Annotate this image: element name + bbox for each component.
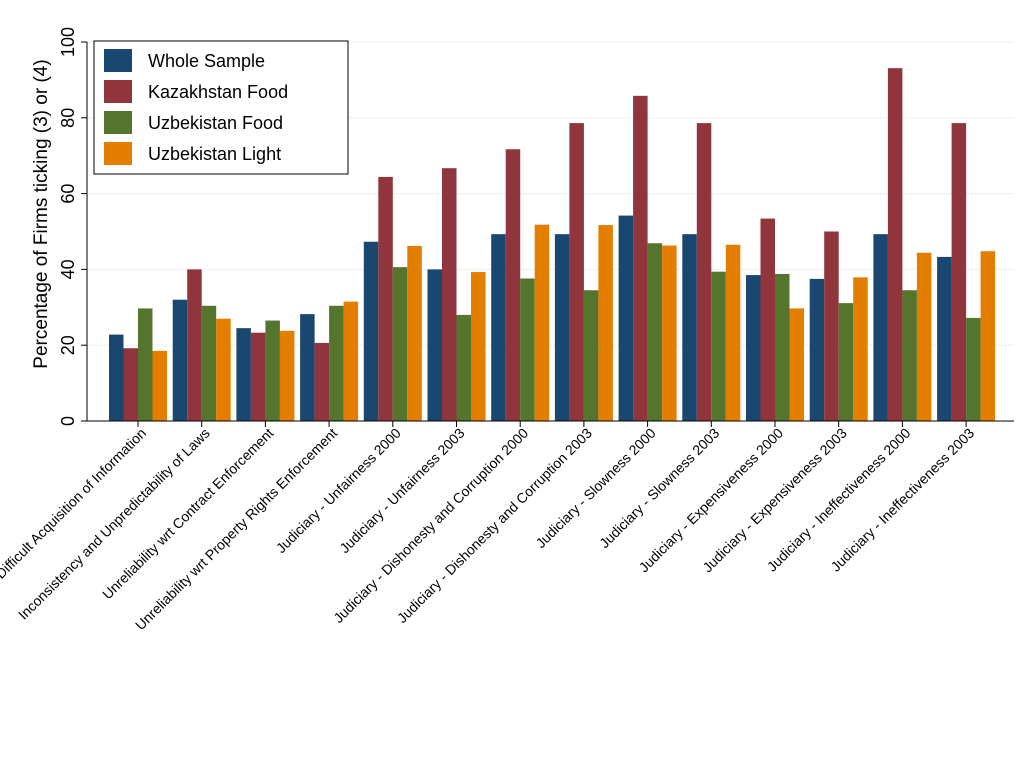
bar-uzbekistan-food (329, 305, 344, 421)
bar-whole-sample (873, 234, 888, 421)
x-tick-label: Judiciary - Unfairness 2000 (273, 425, 404, 556)
bar-kazakhstan-food (123, 348, 138, 421)
bar-kazakhstan-food (250, 332, 266, 421)
bar-kazakhstan-food (696, 123, 712, 421)
legend: Whole Sample Kazakhstan Food Uzbekistan Fo… (93, 40, 349, 175)
legend-swatch (104, 111, 132, 134)
bar-uzbekistan-food (775, 273, 790, 421)
bar-uzbekistan-light (216, 318, 231, 421)
bar-uzbekistan-light (152, 350, 167, 421)
legend-box (93, 40, 349, 175)
bar-whole-sample (746, 275, 761, 421)
bar-uzbekistan-food (647, 243, 663, 421)
y-tick-label: 80 (58, 108, 78, 128)
bar-uzbekistan-light (407, 245, 422, 421)
axes (86, 42, 1014, 422)
legend-label: Uzbekistan Light (148, 144, 281, 164)
bar-uzbekistan-light (853, 277, 868, 421)
bar-whole-sample (300, 314, 315, 421)
bar-whole-sample (682, 234, 697, 421)
y-tick-label: 0 (58, 416, 78, 426)
bar-uzbekistan-food (838, 303, 854, 421)
bar-kazakhstan-food (760, 218, 775, 421)
bar-kazakhstan-food (314, 342, 330, 421)
bar-uzbekistan-food (265, 320, 280, 421)
bar-kazakhstan-food (378, 176, 393, 421)
legend-swatch (104, 142, 132, 165)
bar-uzbekistan-food (966, 317, 981, 421)
bar-uzbekistan-light (534, 224, 550, 421)
bar-whole-sample (554, 234, 570, 421)
y-ticks: 0 20 40 60 80 100 (58, 27, 87, 426)
legend-swatch (104, 49, 132, 72)
bar-kazakhstan-food (569, 123, 584, 421)
bar-kazakhstan-food (505, 149, 521, 421)
y-tick-label: 100 (58, 27, 78, 57)
bar-uzbekistan-food (583, 290, 599, 421)
bar-whole-sample (809, 278, 825, 421)
legend-label: Uzbekistan Food (148, 113, 283, 133)
bar-kazakhstan-food (951, 123, 967, 421)
bar-uzbekistan-light (471, 272, 486, 421)
bar-uzbekistan-light (662, 245, 677, 421)
bar-whole-sample (618, 215, 634, 421)
bar-uzbekistan-food (392, 267, 408, 421)
bar-uzbekistan-food (520, 278, 535, 421)
bar-uzbekistan-food (711, 271, 726, 421)
bar-whole-sample (109, 334, 124, 421)
bar-kazakhstan-food (633, 95, 648, 422)
bar-kazakhstan-food (887, 68, 903, 421)
bar-uzbekistan-light (980, 251, 996, 421)
bar-whole-sample (491, 234, 506, 421)
bar-kazakhstan-food (824, 231, 839, 421)
bar-uzbekistan-food (902, 290, 917, 421)
bar-uzbekistan-food (138, 308, 153, 421)
bar-uzbekistan-light (789, 308, 804, 421)
bar-uzbekistan-light (598, 225, 613, 421)
y-tick-label: 20 (58, 335, 78, 355)
y-tick-label: 60 (58, 184, 78, 204)
bar-uzbekistan-food (201, 305, 217, 421)
y-tick-label: 40 (58, 259, 78, 279)
x-tick-label: Judiciary - Slowness 2000 (532, 425, 658, 551)
bar-whole-sample (937, 256, 952, 421)
bars (109, 68, 996, 422)
x-tick-labels: Difficult Acquisition of InformationInco… (0, 421, 977, 633)
bar-uzbekistan-light (343, 301, 359, 421)
legend-swatch (104, 80, 132, 103)
bar-whole-sample (172, 299, 188, 421)
bar-uzbekistan-light (279, 330, 295, 421)
y-axis-title: Percentage of Firms ticking (3) or (4) (31, 59, 52, 368)
bar-whole-sample (363, 241, 379, 421)
bar-kazakhstan-food (187, 269, 202, 421)
bar-uzbekistan-light (725, 244, 741, 421)
bar-whole-sample (427, 269, 442, 421)
x-tick-label: Judiciary - Slowness 2003 (596, 425, 722, 551)
legend-label: Whole Sample (148, 51, 265, 71)
bar-kazakhstan-food (442, 168, 457, 421)
bar-uzbekistan-light (916, 252, 932, 421)
x-tick-label: Judiciary - Unfairness 2003 (336, 425, 467, 556)
bar-whole-sample (236, 328, 251, 421)
bar-uzbekistan-food (456, 314, 471, 421)
legend-label: Kazakhstan Food (148, 82, 288, 102)
